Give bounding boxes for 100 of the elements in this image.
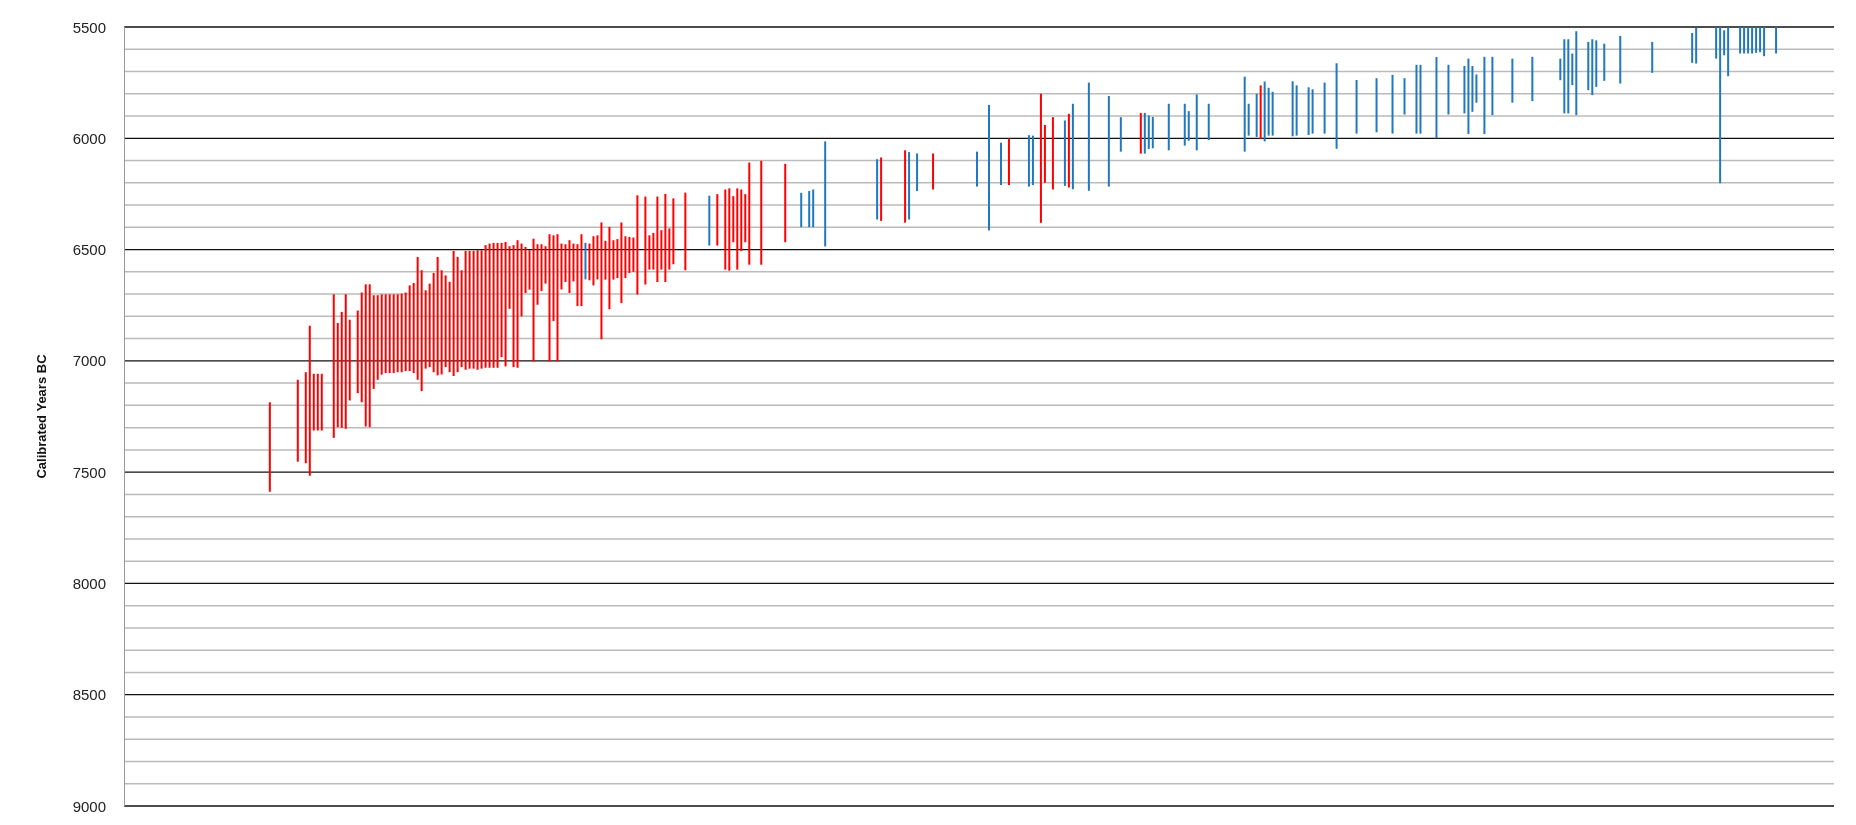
bar [500, 242, 503, 358]
bar [812, 189, 815, 228]
bar [1311, 89, 1314, 134]
bar [1491, 56, 1494, 116]
bar [1531, 56, 1534, 102]
bar [744, 194, 747, 243]
bar [504, 242, 507, 367]
bar [1355, 79, 1358, 134]
bar [592, 236, 595, 286]
bar [480, 250, 483, 369]
bar [528, 250, 531, 290]
bar [312, 373, 315, 431]
bar [1267, 87, 1270, 136]
bar [1031, 135, 1034, 186]
bar [1263, 81, 1266, 142]
bar [736, 188, 739, 270]
bar [472, 250, 475, 369]
y-tick-label: 8000 [72, 574, 106, 592]
bar [1751, 27, 1754, 54]
bar [708, 195, 711, 246]
bar [296, 379, 299, 462]
bar [548, 234, 551, 362]
bar [576, 244, 579, 307]
bar [652, 232, 655, 270]
bar [1715, 27, 1718, 59]
bar [668, 228, 671, 270]
bar [876, 159, 879, 220]
y-tick-label: 7500 [72, 463, 106, 481]
bar [416, 256, 419, 380]
bar [440, 270, 443, 375]
bar [1467, 58, 1470, 135]
bar [748, 162, 751, 265]
bar [308, 325, 311, 476]
bar [492, 242, 495, 368]
bar [1391, 74, 1394, 134]
bar [448, 281, 451, 373]
bar [1243, 76, 1246, 152]
bar [520, 243, 523, 317]
bar [524, 246, 527, 293]
bar [728, 188, 731, 271]
bar [436, 256, 439, 376]
bar [400, 293, 403, 373]
bar [396, 294, 399, 373]
bar [476, 250, 479, 370]
bar [340, 311, 343, 428]
bar [1271, 91, 1274, 136]
bar [424, 290, 427, 369]
bar [1291, 81, 1294, 137]
bar [508, 246, 511, 309]
bar [444, 275, 447, 368]
bar [1695, 27, 1698, 64]
y-tick-label: 9000 [72, 797, 106, 815]
bar [824, 141, 827, 247]
y-tick-label: 7000 [72, 352, 106, 370]
bar [1415, 64, 1418, 134]
bar [1651, 41, 1654, 73]
bar [1567, 39, 1570, 114]
bar [1727, 27, 1730, 77]
bar [516, 240, 519, 368]
bar [628, 236, 631, 273]
bar [432, 272, 435, 373]
bar [1591, 39, 1594, 96]
bar [644, 196, 647, 285]
bar [304, 372, 307, 464]
bar [740, 189, 743, 252]
bar [624, 236, 627, 279]
bar [1207, 103, 1210, 141]
bar [1463, 65, 1466, 114]
y-tick-label: 8500 [72, 686, 106, 704]
bar [512, 245, 515, 368]
bar [672, 198, 675, 265]
bar [408, 285, 411, 372]
bar [1563, 39, 1566, 114]
bar [468, 250, 471, 369]
bar [1107, 96, 1110, 187]
bar [1375, 78, 1378, 133]
bar [1419, 64, 1422, 134]
y-tick-label: 5500 [72, 18, 106, 36]
bar [1747, 27, 1750, 54]
bar [268, 402, 271, 492]
bar [760, 160, 763, 265]
bar [596, 235, 599, 280]
bar [572, 243, 575, 282]
bar [1167, 103, 1170, 151]
bar [1027, 135, 1030, 187]
bar [1259, 85, 1262, 139]
bar [904, 150, 907, 223]
bar [316, 373, 319, 431]
bar [632, 237, 635, 272]
bar [452, 250, 455, 376]
bar [1587, 41, 1590, 91]
bar [976, 151, 978, 187]
bar [1403, 78, 1406, 115]
bar [1475, 74, 1478, 103]
bar [1759, 27, 1762, 53]
bar [656, 196, 659, 283]
bar [1183, 103, 1186, 146]
bar [1719, 27, 1722, 184]
bar [456, 256, 459, 373]
bar [1307, 87, 1310, 135]
